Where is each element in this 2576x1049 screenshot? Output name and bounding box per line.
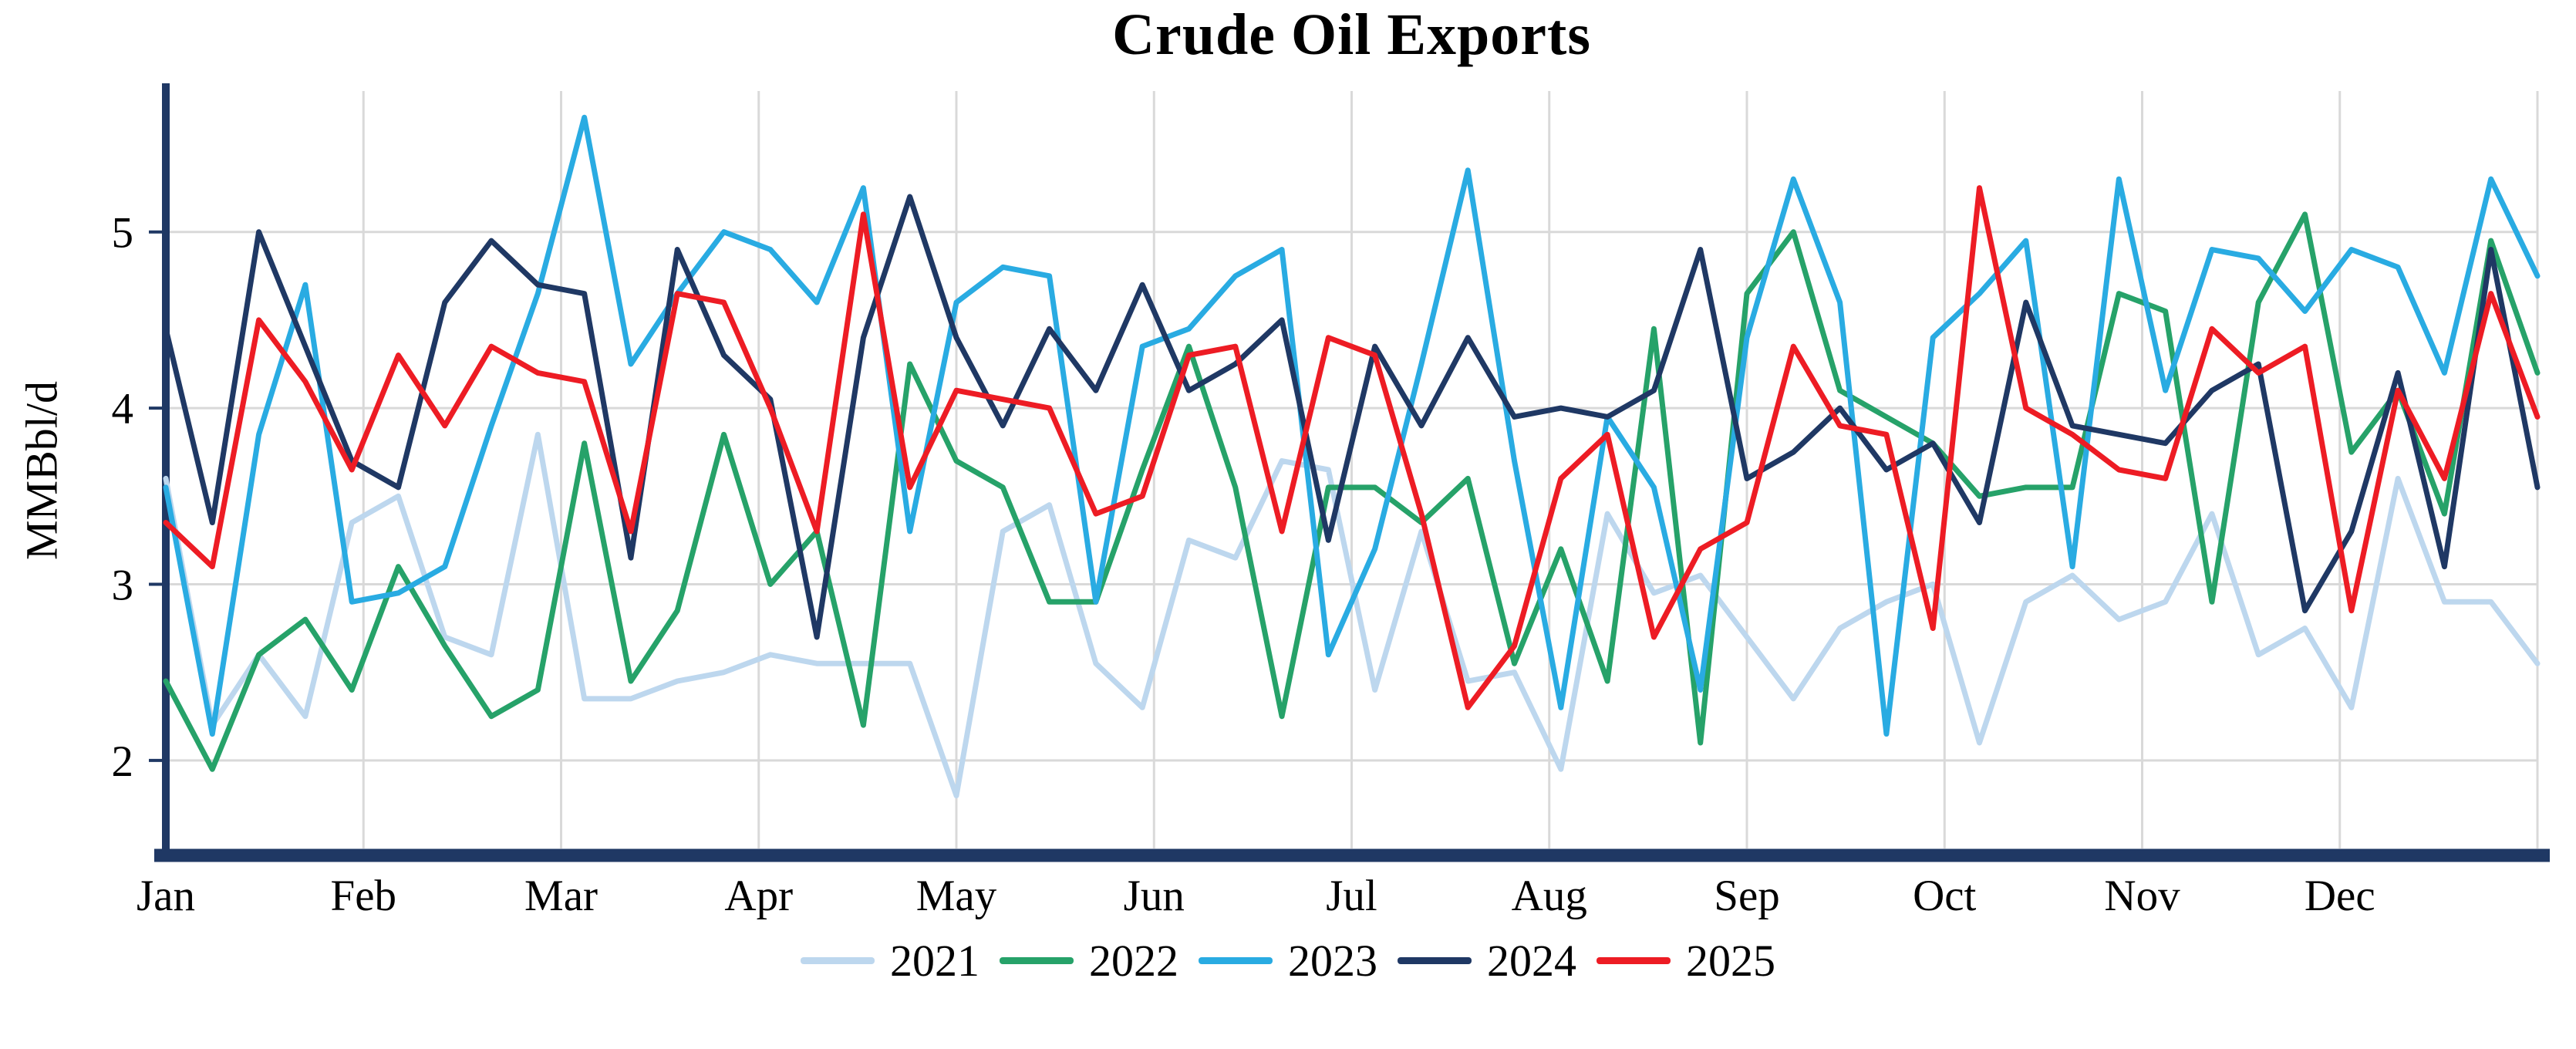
x-tick-label: Aug: [1512, 872, 1587, 920]
y-tick-label: 4: [112, 385, 134, 433]
y-tick-label: 2: [112, 737, 134, 786]
legend: 2021 2022 2023 2024 2025: [0, 935, 2576, 987]
legend-item-2025: 2025: [1597, 935, 1775, 987]
legend-label: 2024: [1487, 936, 1576, 986]
legend-swatch: [1000, 957, 1074, 964]
series-line-2024: [163, 194, 2541, 640]
legend-swatch: [1199, 957, 1273, 964]
x-tick-label: May: [916, 872, 997, 920]
x-tick-label: Mar: [524, 872, 598, 920]
y-tick-label: 5: [112, 209, 134, 258]
x-tick-label: Jun: [1124, 872, 1185, 920]
x-tick-label: Apr: [724, 872, 793, 920]
series-line-2023: [163, 114, 2541, 737]
legend-label: 2023: [1288, 936, 1377, 986]
legend-label: 2022: [1089, 936, 1178, 986]
x-tick-label: Jul: [1326, 872, 1377, 920]
legend-swatch: [1597, 957, 1671, 964]
x-tick-label: Dec: [2305, 872, 2375, 920]
legend-label: 2021: [890, 936, 979, 986]
chart-title: Crude Oil Exports: [1112, 2, 1591, 67]
x-tick-label: Jan: [137, 872, 195, 920]
y-tick-label: 3: [112, 561, 134, 609]
x-tick-label: Nov: [2104, 872, 2180, 920]
x-tick-label: Feb: [331, 872, 397, 920]
legend-swatch: [801, 957, 875, 964]
legend-item-2022: 2022: [1000, 935, 1178, 987]
x-tick-label: Sep: [1714, 872, 1780, 920]
x-tick-label: Oct: [1913, 872, 1976, 920]
legend-label: 2025: [1686, 936, 1775, 986]
series-line-2025: [163, 185, 2541, 710]
series-line-2022: [163, 211, 2541, 772]
legend-item-2021: 2021: [801, 935, 979, 987]
legend-item-2023: 2023: [1199, 935, 1377, 987]
legend-item-2024: 2024: [1398, 935, 1576, 987]
legend-swatch: [1398, 957, 1472, 964]
